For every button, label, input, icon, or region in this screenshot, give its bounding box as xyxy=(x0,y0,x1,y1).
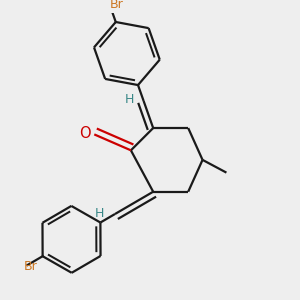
Text: H: H xyxy=(124,93,134,106)
Text: Br: Br xyxy=(24,260,38,273)
Text: Br: Br xyxy=(110,0,124,11)
Text: H: H xyxy=(95,207,104,220)
Text: O: O xyxy=(79,126,91,141)
